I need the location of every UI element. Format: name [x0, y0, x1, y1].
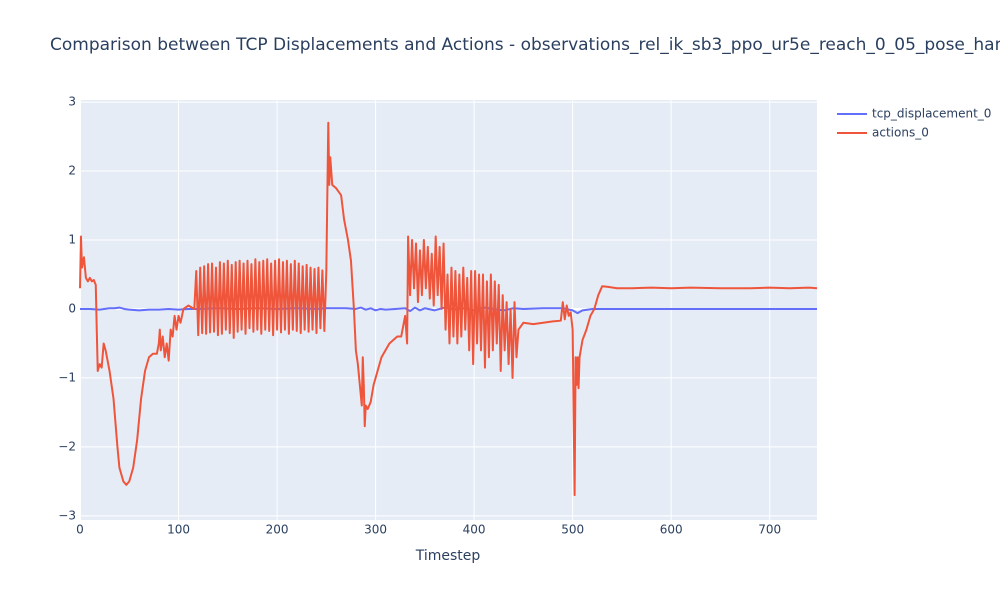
- x-tick-label: 600: [660, 523, 683, 537]
- y-tick-label: 2: [68, 164, 76, 178]
- y-tick-label: −3: [58, 508, 76, 522]
- y-tick-label: 3: [68, 95, 76, 109]
- legend-label: tcp_displacement_0: [872, 107, 991, 121]
- series-line: [79, 121, 818, 497]
- y-tick-label: −2: [58, 439, 76, 453]
- x-tick-label: 400: [463, 523, 486, 537]
- legend-label: actions_0: [872, 126, 929, 140]
- x-tick-label: 200: [266, 523, 289, 537]
- chart-title: Comparison between TCP Displacements and…: [50, 35, 1000, 55]
- y-tick-label: 1: [68, 233, 76, 247]
- y-tick-label: −1: [58, 370, 76, 384]
- x-tick-label: 700: [758, 523, 781, 537]
- y-tick-label: 0: [68, 301, 76, 315]
- x-tick-label: 0: [76, 523, 84, 537]
- x-tick-label: 100: [167, 523, 190, 537]
- x-tick-label: 300: [364, 523, 387, 537]
- x-axis-title: Timestep: [415, 548, 481, 564]
- x-tick-label: 500: [561, 523, 584, 537]
